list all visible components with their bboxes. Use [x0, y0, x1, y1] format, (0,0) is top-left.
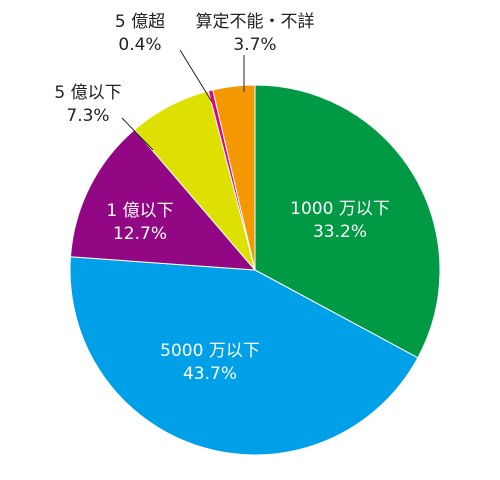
slice-label: 1 億以下 — [106, 201, 173, 221]
value-label: 0.4% — [118, 35, 161, 55]
value-label: 43.7% — [183, 364, 237, 384]
value-label: 12.7% — [113, 224, 167, 244]
value-label: 3.7% — [233, 35, 276, 55]
pie-slice — [254, 84, 441, 359]
slice-label: 1000 万以下 — [290, 199, 390, 219]
slice-label: 5 億超 — [115, 12, 165, 32]
value-label: 7.3% — [66, 106, 109, 126]
slice-label: 5 億以下 — [54, 83, 121, 103]
pie-slice — [69, 128, 257, 271]
pie-slice — [69, 256, 419, 456]
value-label: 33.2% — [313, 222, 367, 242]
leader-line — [179, 49, 213, 103]
leader-line — [121, 117, 154, 151]
pie-slice — [212, 84, 256, 271]
slice-label: 5000 万以下 — [160, 341, 260, 361]
slice-label: 算定不能・不詳 — [196, 12, 315, 32]
